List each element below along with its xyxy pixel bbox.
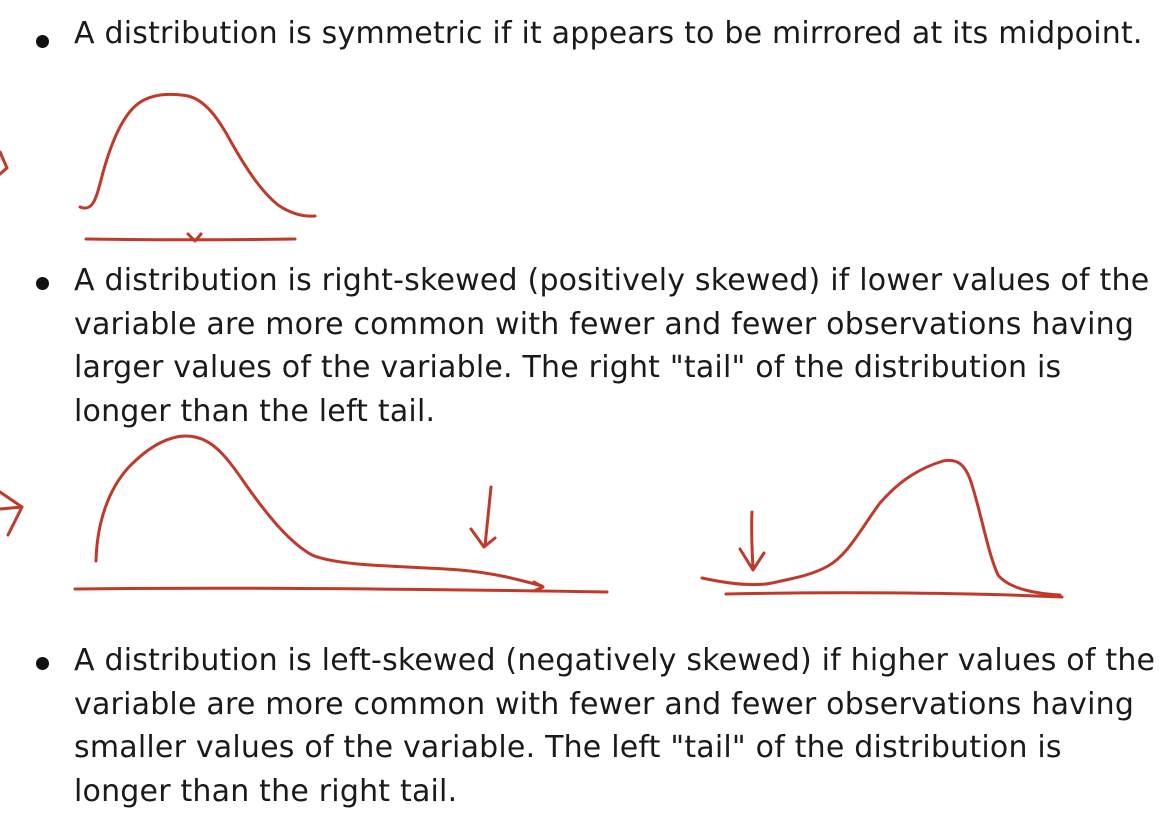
left-skewed-curve bbox=[700, 458, 1062, 597]
margin-arrow-marks bbox=[0, 150, 24, 537]
margin-arrow-middle bbox=[0, 490, 24, 537]
right-tail-down-arrow bbox=[469, 485, 497, 549]
left-tail-down-arrow bbox=[738, 510, 766, 572]
bullet-dot bbox=[36, 277, 49, 290]
bullet-text: A distribution is symmetric if it appear… bbox=[74, 16, 1143, 51]
bullet-left-skewed: A distribution is left-skewed (negativel… bbox=[28, 639, 1158, 813]
bullet-symmetric: A distribution is symmetric if it appear… bbox=[28, 12, 1158, 56]
right-skewed-axis-line bbox=[73, 586, 609, 594]
symmetric-sketch bbox=[78, 93, 317, 243]
symmetric-axis-line bbox=[84, 237, 297, 242]
right-skewed-sketch bbox=[73, 434, 609, 594]
left-skewed-sketch bbox=[700, 458, 1064, 599]
bullet-text: A distribution is right-skewed (positive… bbox=[74, 263, 1150, 429]
margin-arrow-top bbox=[0, 150, 9, 176]
bullet-dot bbox=[36, 657, 49, 670]
bullet-right-skewed: A distribution is right-skewed (positive… bbox=[28, 259, 1158, 433]
bullet-text: A distribution is left-skewed (negativel… bbox=[74, 643, 1156, 809]
symmetric-bell-curve bbox=[78, 93, 317, 218]
right-tail-arrowhead bbox=[532, 580, 545, 593]
bullet-dot bbox=[36, 35, 49, 48]
right-skewed-curve bbox=[94, 434, 544, 588]
midpoint-tick-mark bbox=[186, 232, 203, 243]
left-skewed-axis-line bbox=[724, 591, 1064, 599]
